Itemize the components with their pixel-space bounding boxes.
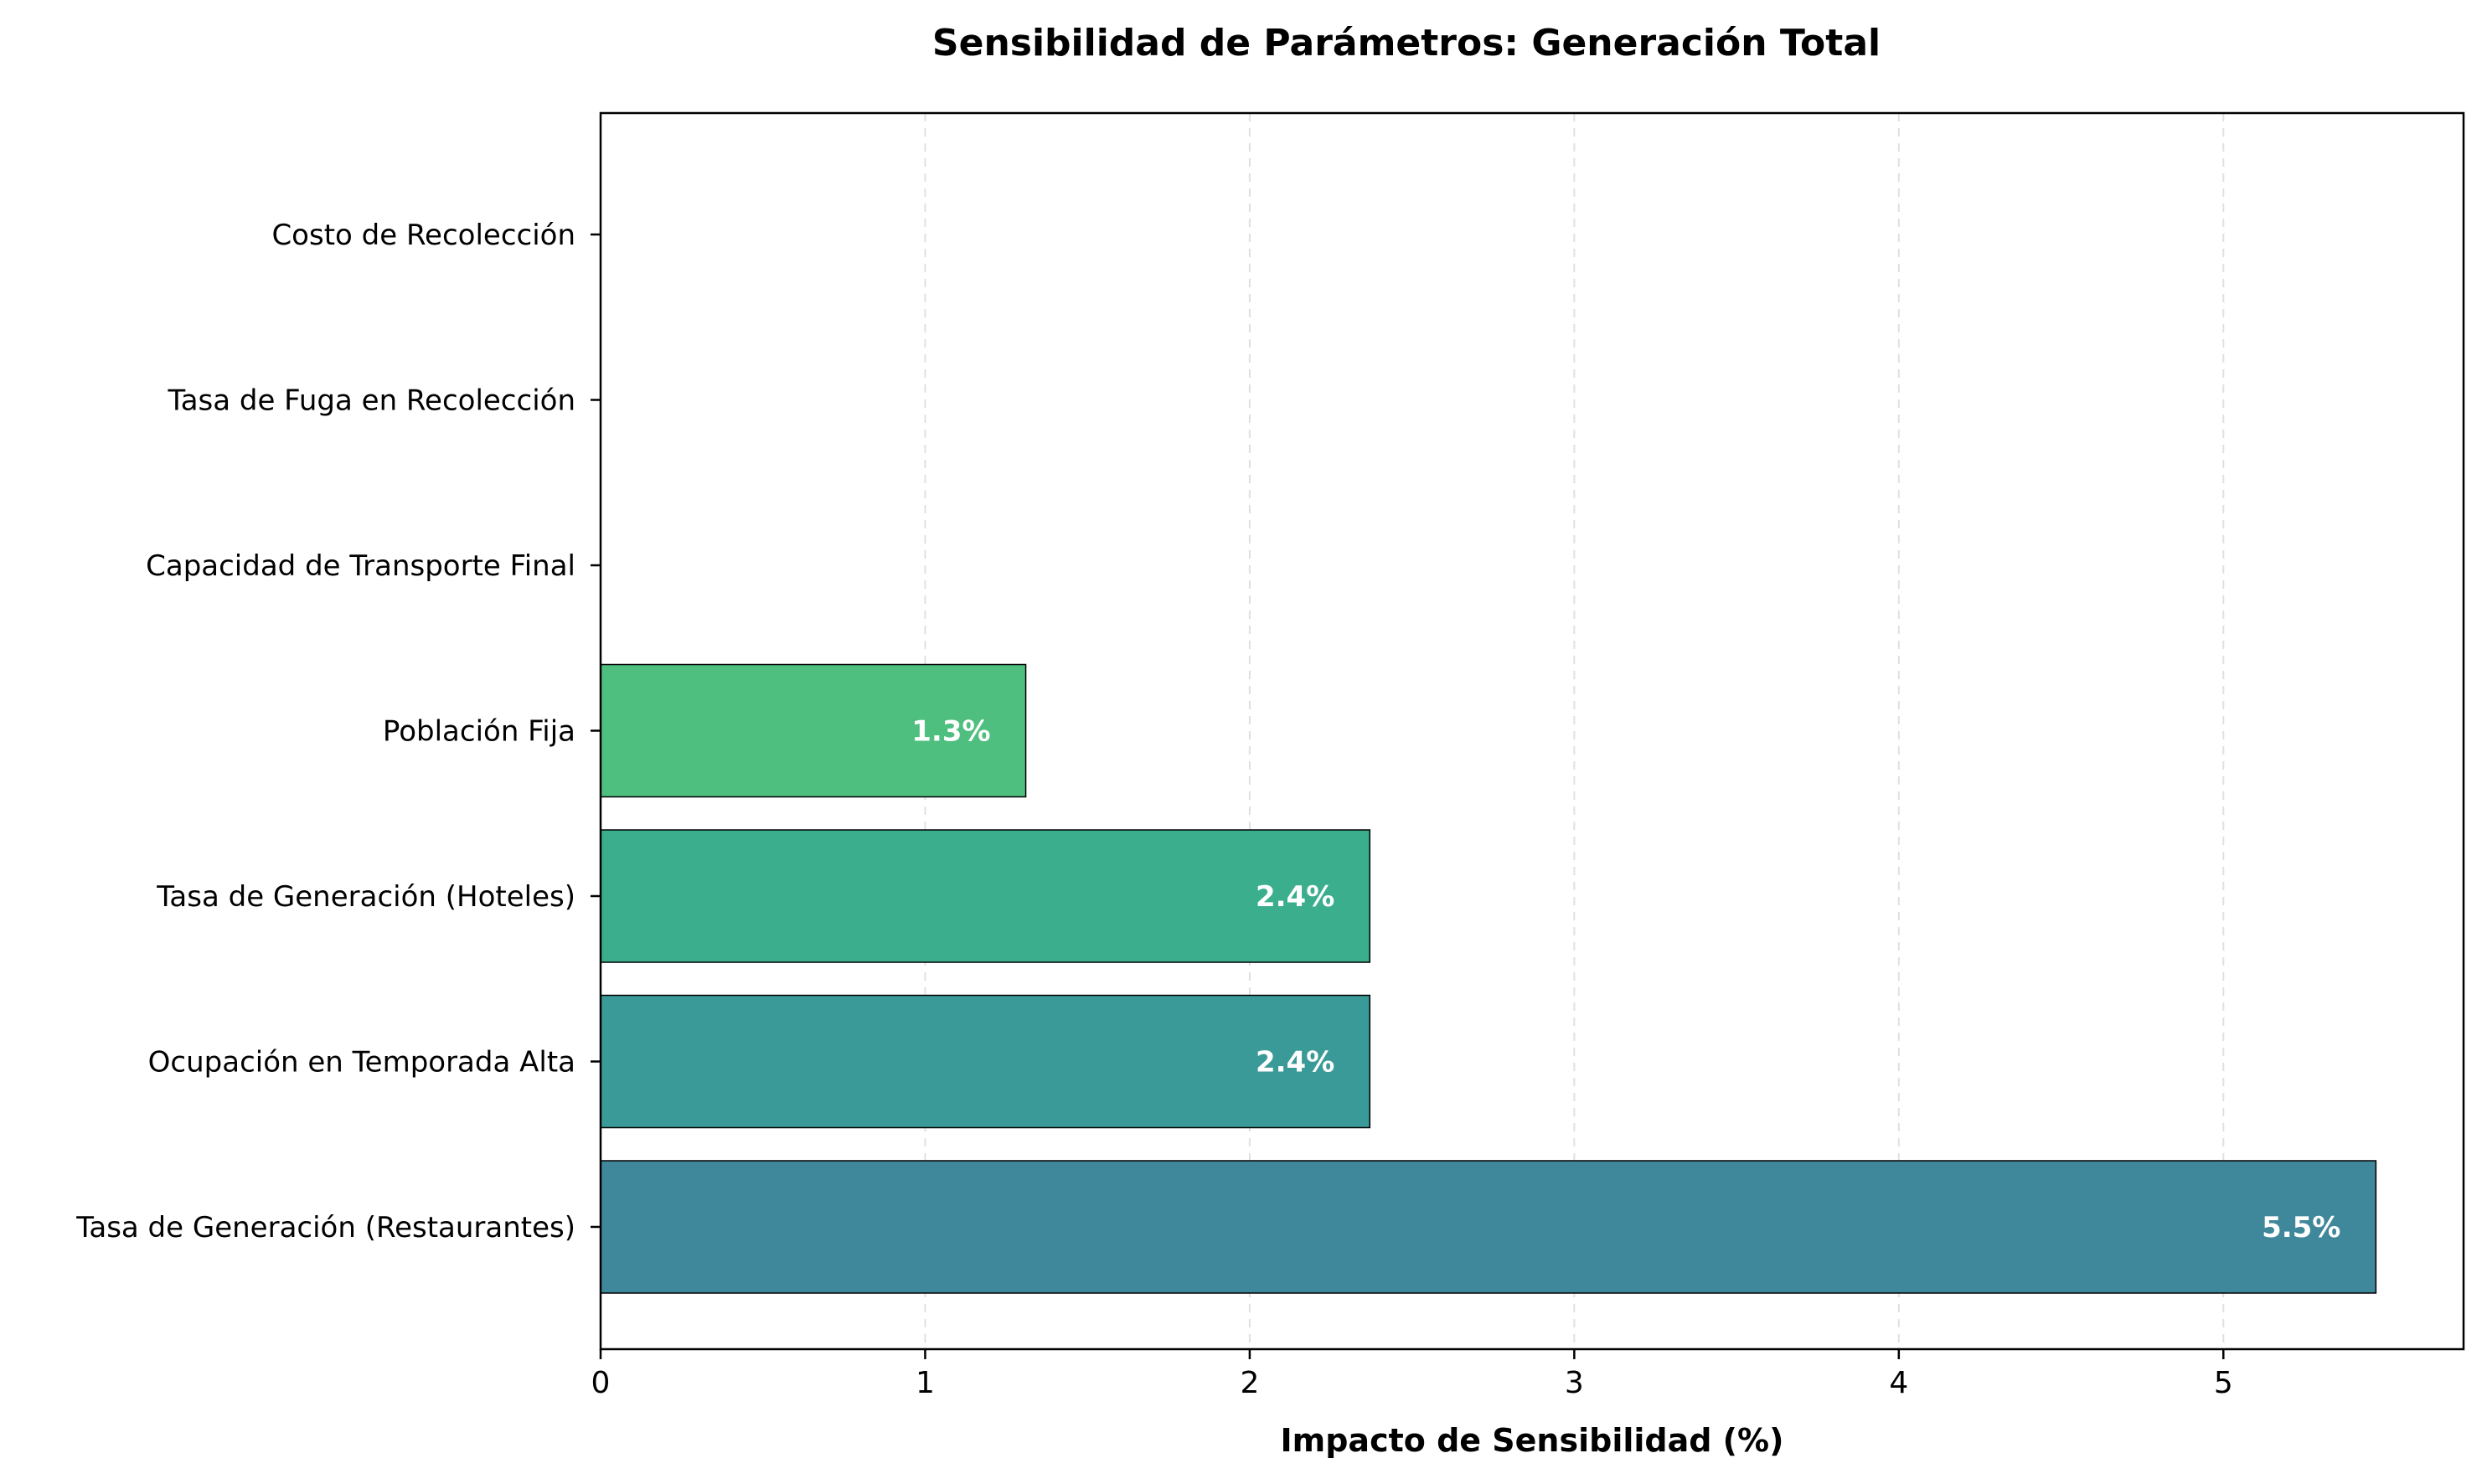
bar — [600, 663, 1027, 798]
bar-value-label: 1.3% — [911, 715, 990, 749]
bar — [600, 829, 1371, 963]
y-tick-label: Tasa de Generación (Restaurantes) — [75, 1211, 575, 1244]
x-tick-label: 3 — [1565, 1366, 1584, 1400]
x-tick-label: 0 — [591, 1366, 611, 1400]
x-axis-label: Impacto de Sensibilidad (%) — [1280, 1422, 1783, 1459]
y-axis-ticks: Tasa de Generación (Restaurantes) Ocupaci… — [75, 219, 601, 1244]
bar — [600, 1160, 2377, 1294]
y-tick-label: Tasa de Generación (Hoteles) — [156, 880, 575, 914]
x-tick-label: 5 — [2214, 1366, 2233, 1400]
bar-labels: 5.5% 2.4% 2.4% 1.3% — [911, 715, 2340, 1245]
x-tick-label: 4 — [1889, 1366, 1908, 1400]
bar — [600, 994, 1371, 1129]
bar-value-label: 5.5% — [2262, 1211, 2340, 1244]
y-tick-label: Capacidad de Transporte Final — [146, 549, 575, 583]
y-tick-label: Ocupación en Temporada Alta — [148, 1046, 575, 1080]
x-axis-ticks: 0 1 2 3 4 5 — [591, 1349, 2233, 1400]
y-tick-label: Costo de Recolección — [271, 219, 575, 252]
x-tick-label: 1 — [916, 1366, 935, 1400]
y-tick-label: Tasa de Fuga en Recolección — [168, 384, 575, 418]
bars — [600, 663, 2377, 1294]
y-tick-label: Población Fija — [383, 715, 575, 749]
chart-title: Sensibilidad de Parámetros: Generación T… — [932, 22, 1881, 64]
x-tick-label: 2 — [1240, 1366, 1259, 1400]
bar-value-label: 2.4% — [1256, 1046, 1334, 1080]
bar-value-label: 2.4% — [1256, 880, 1334, 914]
